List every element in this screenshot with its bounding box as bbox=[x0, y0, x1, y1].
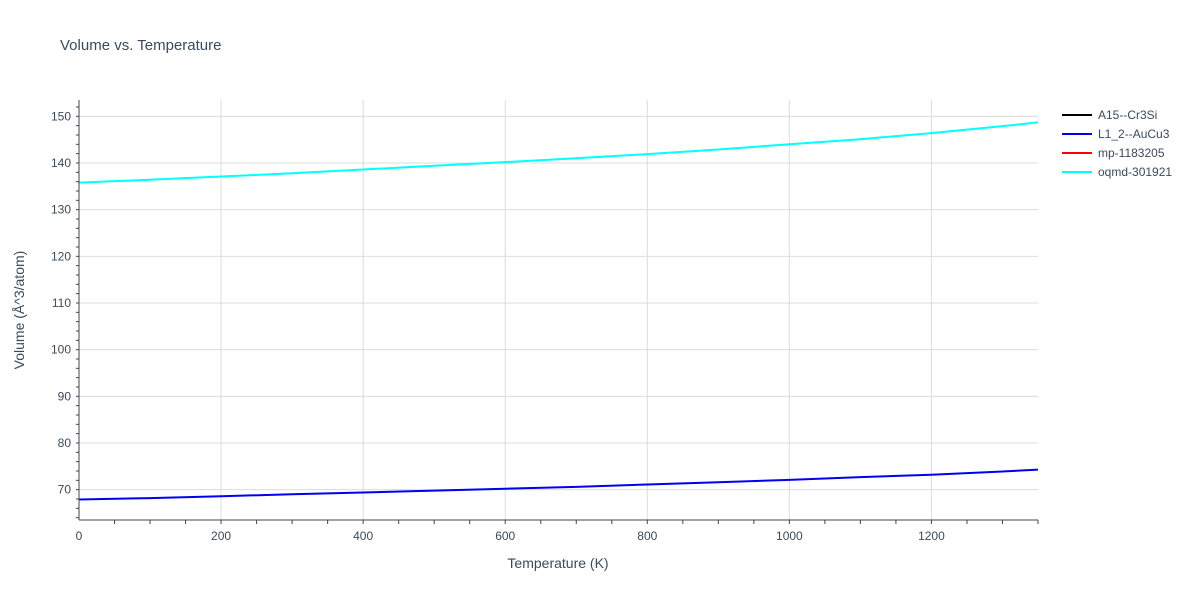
legend-label: A15--Cr3Si bbox=[1098, 108, 1157, 122]
legend-item[interactable]: A15--Cr3Si bbox=[1062, 108, 1157, 122]
y-tick-label: 80 bbox=[58, 436, 72, 450]
x-tick-label: 1200 bbox=[918, 529, 945, 543]
legend-label: L1_2--AuCu3 bbox=[1098, 127, 1170, 141]
series-line-oqmd-301921 bbox=[78, 121, 1039, 184]
y-tick-label: 140 bbox=[51, 156, 71, 170]
y-tick-label: 90 bbox=[58, 389, 72, 403]
legend-label: mp-1183205 bbox=[1098, 146, 1165, 160]
x-tick-label: 1000 bbox=[776, 529, 803, 543]
tick-layer: 0 200 400 600 800 1000 1200 70 80 90 100 110 120 130 1… bbox=[51, 106, 1039, 543]
y-tick-label: 70 bbox=[58, 483, 72, 497]
x-tick-label: 800 bbox=[637, 529, 657, 543]
legend-item[interactable]: L1_2--AuCu3 bbox=[1062, 127, 1170, 141]
x-tick-label: 200 bbox=[211, 529, 231, 543]
grid-layer bbox=[79, 100, 1038, 520]
axes-layer bbox=[78, 100, 1038, 521]
legend-item[interactable]: oqmd-301921 bbox=[1062, 165, 1172, 179]
legend-item[interactable]: mp-1183205 bbox=[1062, 146, 1165, 160]
y-tick-label: 150 bbox=[51, 109, 71, 123]
legend[interactable]: A15--Cr3Si L1_2--AuCu3 mp-1183205 oqmd-3019… bbox=[1062, 108, 1172, 179]
x-tick-label: 0 bbox=[76, 529, 83, 543]
y-tick-label: 110 bbox=[52, 296, 71, 310]
x-tick-label: 400 bbox=[353, 529, 373, 543]
y-tick-label: 120 bbox=[51, 249, 71, 263]
series-layer bbox=[78, 121, 1039, 501]
y-tick-label: 130 bbox=[51, 203, 71, 217]
y-axis-title: Volume (Å^3/atom) bbox=[11, 251, 27, 370]
series-line-L1_2--AuCu3 bbox=[78, 468, 1039, 501]
x-tick-label: 600 bbox=[495, 529, 515, 543]
x-axis-title: Temperature (K) bbox=[507, 555, 608, 571]
chart-title: Volume vs. Temperature bbox=[60, 37, 221, 54]
legend-label: oqmd-301921 bbox=[1098, 165, 1172, 179]
y-tick-label: 100 bbox=[51, 343, 71, 357]
